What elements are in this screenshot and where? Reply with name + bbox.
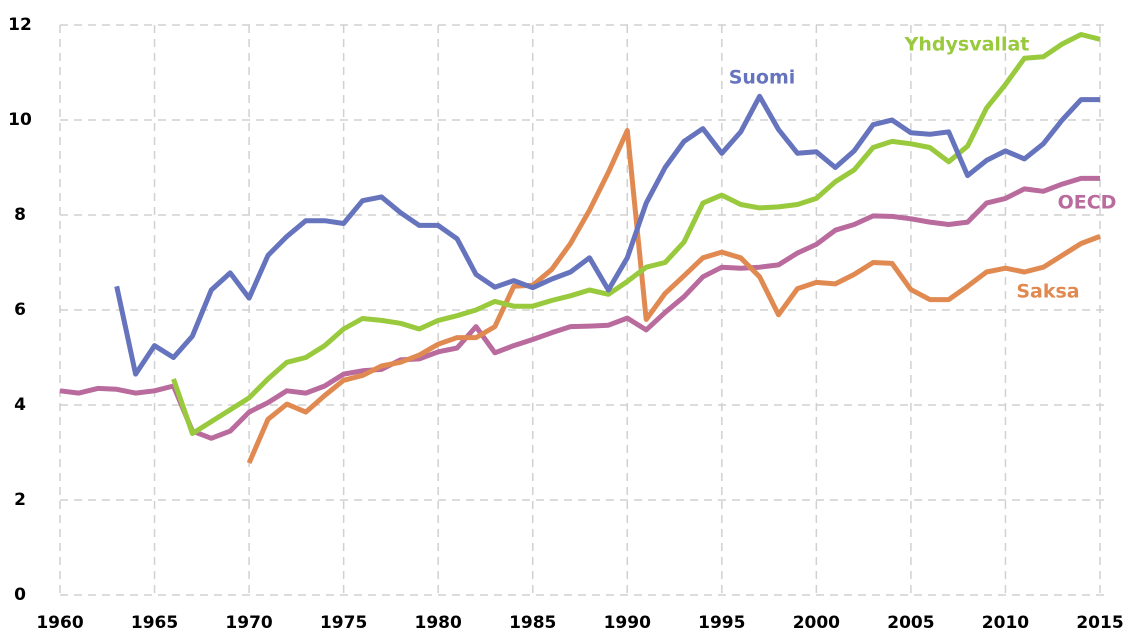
x-tick-label: 1985 xyxy=(509,613,556,633)
series-line xyxy=(171,32,1101,436)
x-tick-label: 2005 xyxy=(887,613,934,633)
series-label: Suomi xyxy=(729,67,796,89)
x-tick-label: 1990 xyxy=(604,613,651,633)
y-tick-label: 10 xyxy=(8,110,32,130)
x-tick-label: 2000 xyxy=(793,613,840,633)
x-tick-label: 1980 xyxy=(415,613,462,633)
x-tick-label: 1960 xyxy=(36,613,83,633)
x-tick-label: 1995 xyxy=(698,613,745,633)
x-tick-label: 1970 xyxy=(225,613,272,633)
x-tick-label: 1965 xyxy=(131,613,178,633)
x-tick-label: 2010 xyxy=(982,613,1029,633)
x-tick-label: 1975 xyxy=(320,613,367,633)
series-line xyxy=(114,93,1100,377)
series-line xyxy=(59,175,1100,441)
series-line xyxy=(246,128,1101,464)
series-label: OECD xyxy=(1058,192,1117,214)
x-tick-label: 2015 xyxy=(1076,613,1123,633)
series-label: Yhdysvallat xyxy=(904,34,1030,56)
y-tick-label: 0 xyxy=(14,585,26,605)
y-tick-label: 8 xyxy=(14,205,26,225)
series-label: Saksa xyxy=(1016,281,1079,303)
y-tick-label: 2 xyxy=(14,490,26,510)
y-tick-label: 6 xyxy=(14,300,26,320)
y-tick-label: 4 xyxy=(14,395,26,415)
y-tick-label: 12 xyxy=(8,15,32,35)
